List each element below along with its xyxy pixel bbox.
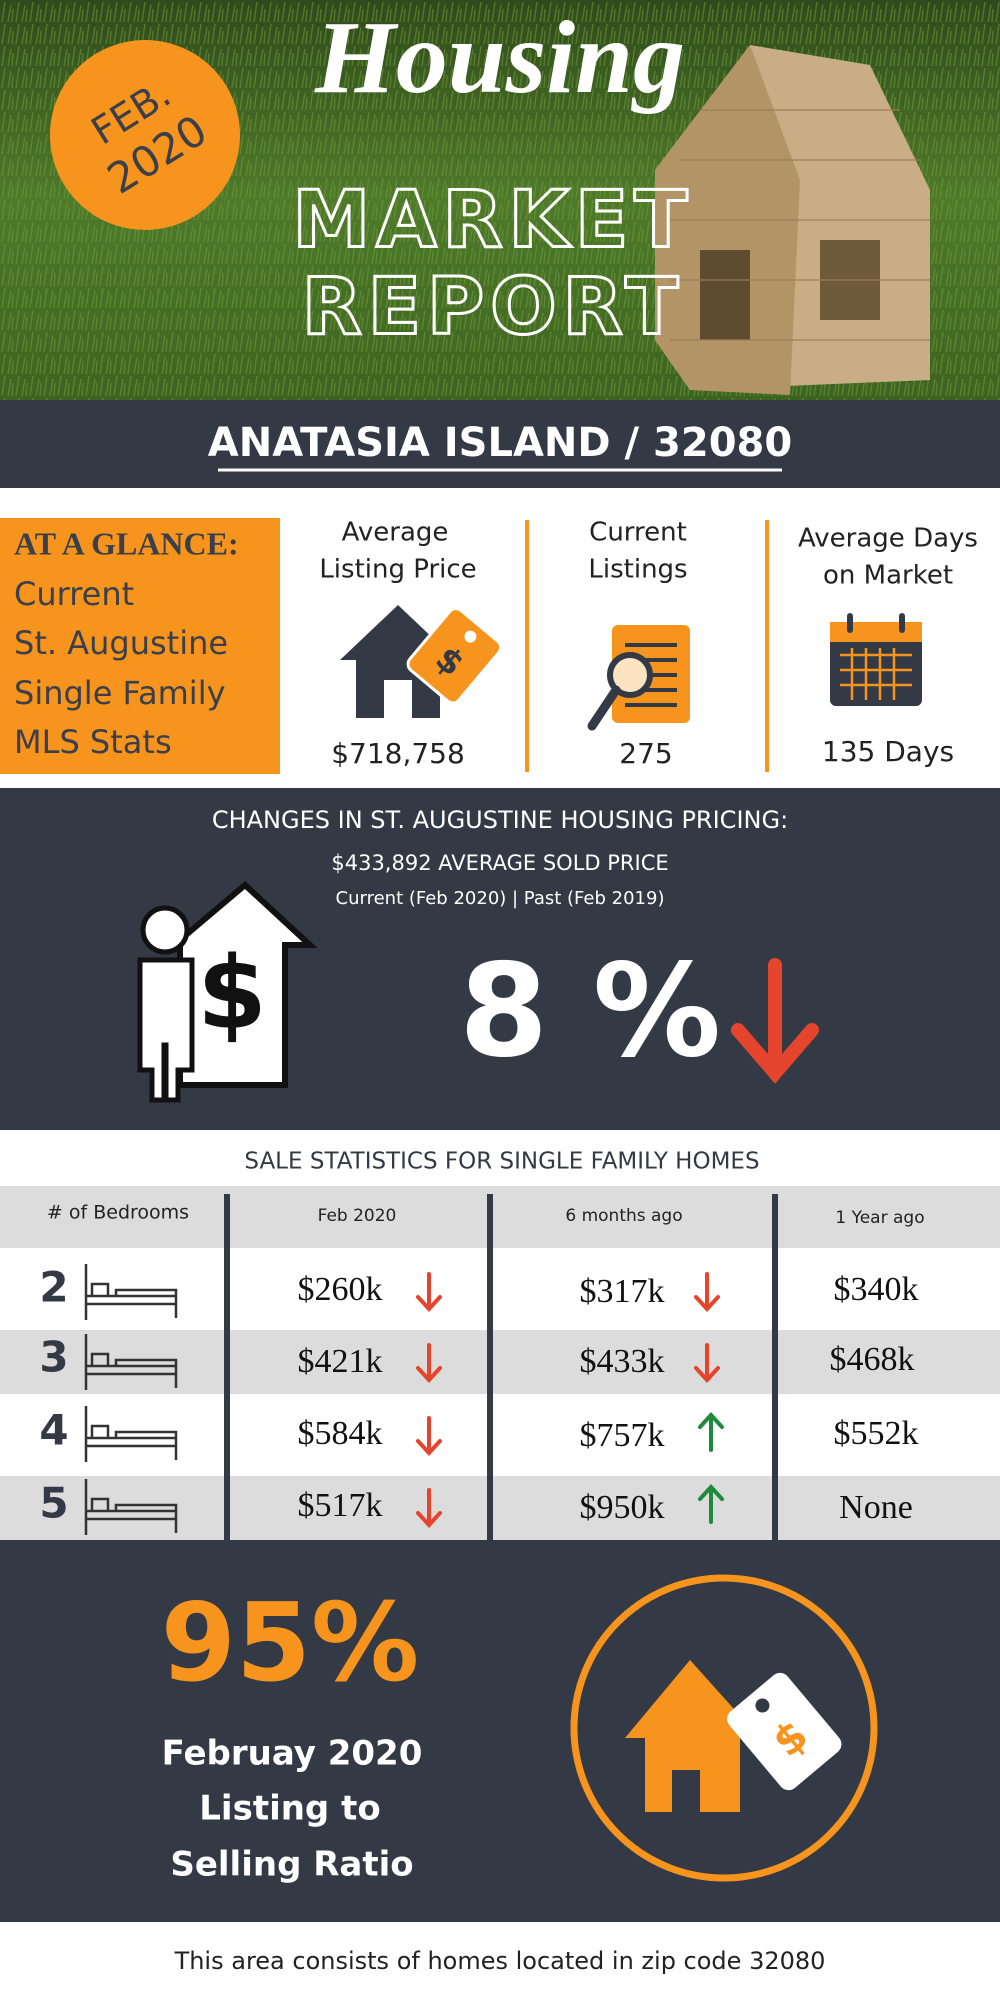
price-cell: $552k — [834, 1415, 919, 1452]
location-title: ANATASIA ISLAND / 32080 — [208, 420, 792, 466]
price-cell: $433k — [580, 1343, 665, 1380]
price-cell: $584k — [298, 1415, 383, 1452]
glance-line: St. Augustine — [14, 624, 228, 662]
price-cell: None — [839, 1489, 913, 1526]
glance-line: Current — [14, 575, 134, 613]
bedroom-count: 5 — [39, 1479, 68, 1528]
glance-heading: AT A GLANCE: — [14, 525, 239, 561]
stat-label: on Market — [823, 561, 953, 591]
down-arrow — [416, 1272, 442, 1311]
column-divider — [772, 1194, 778, 1540]
ratio-caption: Februay 2020 — [162, 1734, 423, 1774]
stat-label: Average — [342, 518, 449, 548]
price-cell: $260k — [298, 1271, 383, 1308]
down-arrow — [416, 1416, 442, 1455]
column-header: 1 Year ago — [835, 1208, 924, 1228]
down-arrow — [694, 1272, 720, 1311]
title-line: REPORT — [302, 262, 685, 352]
ratio-caption: Selling Ratio — [170, 1845, 413, 1885]
column-divider — [487, 1194, 493, 1540]
glance-line: Single Family — [14, 674, 226, 712]
stat-value: $718,758 — [331, 737, 465, 770]
average-sold-price: $433,892 AVERAGE SOLD PRICE — [331, 851, 668, 875]
column-header: Feb 2020 — [318, 1206, 397, 1226]
title-line: MARKET — [293, 175, 694, 265]
up-arrow — [698, 1413, 724, 1452]
svg-text:$: $ — [197, 934, 267, 1051]
bed-icon — [84, 1404, 178, 1464]
comparison-note: Current (Feb 2020) | Past (Feb 2019) — [336, 888, 665, 909]
pricing-title: CHANGES IN ST. AUGUSTINE HOUSING PRICING… — [212, 806, 788, 834]
bedroom-count: 4 — [39, 1406, 68, 1455]
calendar-icon — [830, 613, 922, 706]
stat-label: Average Days — [798, 524, 978, 554]
price-cell: $950k — [580, 1489, 665, 1526]
header: FEB. 2020 Housing MARKET REPORT — [0, 0, 1000, 400]
column-header: 6 months ago — [565, 1206, 682, 1226]
table-title: SALE STATISTICS FOR SINGLE FAMILY HOMES — [244, 1149, 759, 1175]
price-cell: $317k — [580, 1273, 665, 1310]
footer-note: This area consists of homes located in z… — [174, 1947, 826, 1975]
price-cell: $517k — [298, 1487, 383, 1524]
price-cell: $468k — [830, 1341, 915, 1378]
column-header: # of Bedrooms — [47, 1202, 189, 1224]
location-band — [0, 400, 1000, 488]
listings-icon — [587, 625, 690, 731]
person-house-icon: $ — [137, 880, 318, 1103]
price-change: 8 % — [459, 937, 721, 1086]
stat-label: Current — [589, 518, 687, 548]
glance-box — [0, 518, 280, 774]
ratio-value: 95% — [161, 1581, 420, 1706]
stat-value: 275 — [619, 737, 672, 770]
bedroom-count: 2 — [39, 1263, 68, 1312]
bedroom-count: 3 — [39, 1333, 68, 1382]
column-divider — [224, 1194, 230, 1540]
stats-table: # of Bedrooms Feb 2020 6 months ago 1 Ye… — [0, 1186, 1000, 1540]
ratio-caption: Listing to — [199, 1789, 380, 1829]
title-script: Housing — [314, 0, 685, 115]
bed-icon — [84, 1262, 178, 1322]
price-cell: $421k — [298, 1343, 383, 1380]
stat-value: 135 Days — [822, 735, 954, 768]
header-row — [0, 1186, 1000, 1248]
ratio-panel — [0, 1540, 1000, 1922]
row-band — [0, 1476, 1000, 1540]
price-cell: $757k — [580, 1417, 665, 1454]
glance-line: MLS Stats — [14, 723, 172, 761]
row-band — [0, 1330, 1000, 1394]
price-cell: $340k — [834, 1271, 919, 1308]
date-badge — [50, 40, 240, 230]
house-tag-icon: $ — [570, 1574, 878, 1882]
stat-label: Listing Price — [319, 555, 476, 585]
block-house — [655, 45, 930, 395]
house-price-icon: $ — [340, 605, 503, 718]
decrease-arrow — [731, 958, 819, 1084]
stat-label: Listings — [588, 555, 687, 585]
